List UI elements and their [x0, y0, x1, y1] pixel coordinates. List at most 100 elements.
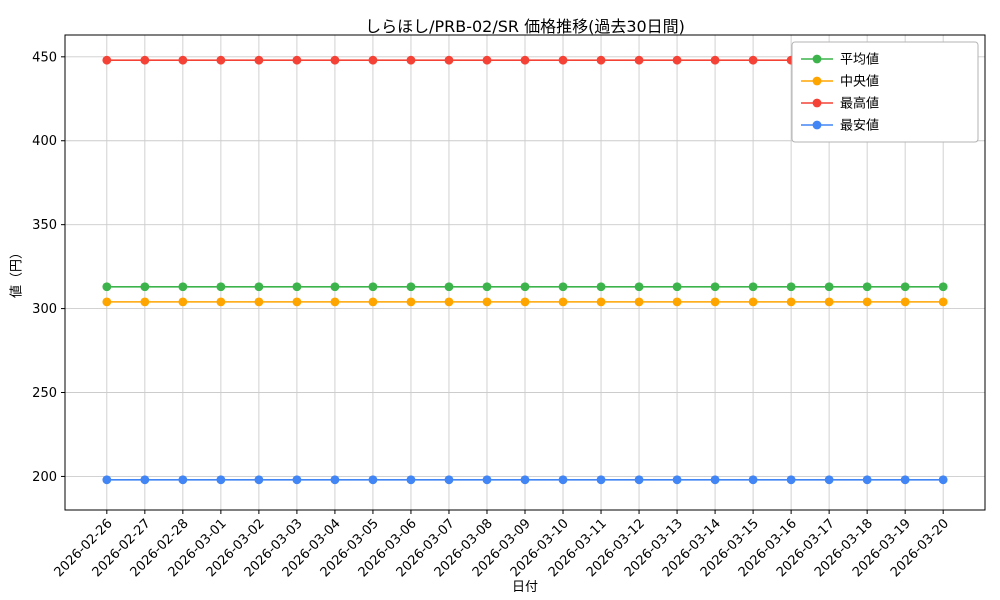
data-point-marker [558, 475, 568, 485]
legend-label: 最高値 [840, 96, 879, 112]
data-point-marker [672, 475, 682, 485]
data-point-marker [634, 55, 644, 65]
x-axis-label: 日付 [511, 580, 538, 595]
data-point-marker [140, 475, 150, 485]
data-point-marker [216, 475, 226, 485]
data-point-marker [292, 297, 302, 307]
data-point-marker [520, 282, 530, 292]
legend [791, 41, 979, 143]
data-point-marker [292, 55, 302, 65]
data-point-marker [520, 475, 530, 485]
data-point-marker [824, 282, 834, 292]
data-point-marker [140, 282, 150, 292]
data-point-marker [596, 297, 606, 307]
data-point-marker [520, 297, 530, 307]
data-point-marker [672, 297, 682, 307]
data-point-marker [900, 282, 910, 292]
data-point-marker [596, 475, 606, 485]
data-point-marker [748, 282, 758, 292]
data-point-marker [254, 55, 264, 65]
data-point-marker [406, 297, 416, 307]
data-point-marker [634, 297, 644, 307]
legend-marker [812, 98, 822, 108]
data-point-marker [254, 475, 264, 485]
data-point-marker [786, 475, 796, 485]
data-point-marker [102, 282, 112, 292]
data-point-marker [824, 475, 834, 485]
data-point-marker [482, 475, 492, 485]
data-point-marker [406, 282, 416, 292]
data-point-marker [482, 297, 492, 307]
data-point-marker [710, 475, 720, 485]
legend-label: 最安値 [840, 118, 879, 134]
data-point-marker [748, 475, 758, 485]
data-point-marker [254, 282, 264, 292]
legend-label: 平均値 [840, 52, 879, 68]
data-point-marker [938, 282, 948, 292]
data-point-marker [444, 297, 454, 307]
data-point-marker [824, 297, 834, 307]
data-point-marker [596, 282, 606, 292]
data-point-marker [938, 297, 948, 307]
data-point-marker [292, 475, 302, 485]
data-point-marker [444, 55, 454, 65]
data-point-marker [330, 55, 340, 65]
data-point-marker [444, 282, 454, 292]
y-tick-label: 300 [32, 302, 57, 317]
data-point-marker [786, 282, 796, 292]
data-point-marker [102, 475, 112, 485]
data-point-marker [444, 475, 454, 485]
data-point-marker [862, 282, 872, 292]
data-point-marker [140, 297, 150, 307]
legend-marker [812, 120, 822, 130]
y-tick-label: 400 [32, 134, 57, 149]
data-point-marker [938, 475, 948, 485]
data-point-marker [406, 475, 416, 485]
data-point-marker [140, 55, 150, 65]
data-point-marker [292, 282, 302, 292]
data-point-marker [710, 297, 720, 307]
data-point-marker [634, 475, 644, 485]
data-point-marker [558, 55, 568, 65]
data-point-marker [558, 297, 568, 307]
data-point-marker [710, 55, 720, 65]
data-point-marker [368, 282, 378, 292]
legend-label: 中央値 [840, 74, 879, 90]
data-point-marker [330, 282, 340, 292]
y-tick-label: 350 [32, 218, 57, 233]
data-point-marker [178, 297, 188, 307]
data-point-marker [482, 55, 492, 65]
data-point-marker [254, 297, 264, 307]
y-tick-label: 250 [32, 386, 57, 401]
data-point-marker [900, 297, 910, 307]
data-point-marker [330, 475, 340, 485]
data-point-marker [178, 55, 188, 65]
data-point-marker [216, 55, 226, 65]
data-point-marker [748, 297, 758, 307]
data-point-marker [102, 55, 112, 65]
data-point-marker [672, 55, 682, 65]
legend-marker [812, 76, 822, 86]
data-point-marker [406, 55, 416, 65]
data-point-marker [710, 282, 720, 292]
data-point-marker [672, 282, 682, 292]
data-point-marker [558, 282, 568, 292]
data-point-marker [178, 282, 188, 292]
data-point-marker [900, 475, 910, 485]
data-point-marker [520, 55, 530, 65]
data-point-marker [482, 282, 492, 292]
chart-title: しらほし/PRB-02/SR 価格推移(過去30日間) [365, 17, 685, 36]
data-point-marker [330, 297, 340, 307]
data-point-marker [748, 55, 758, 65]
data-point-marker [862, 297, 872, 307]
data-point-marker [634, 282, 644, 292]
data-point-marker [596, 55, 606, 65]
data-point-marker [368, 297, 378, 307]
data-point-marker [102, 297, 112, 307]
y-tick-label: 200 [32, 470, 57, 485]
data-point-marker [216, 297, 226, 307]
y-tick-label: 450 [32, 50, 57, 65]
data-point-marker [178, 475, 188, 485]
